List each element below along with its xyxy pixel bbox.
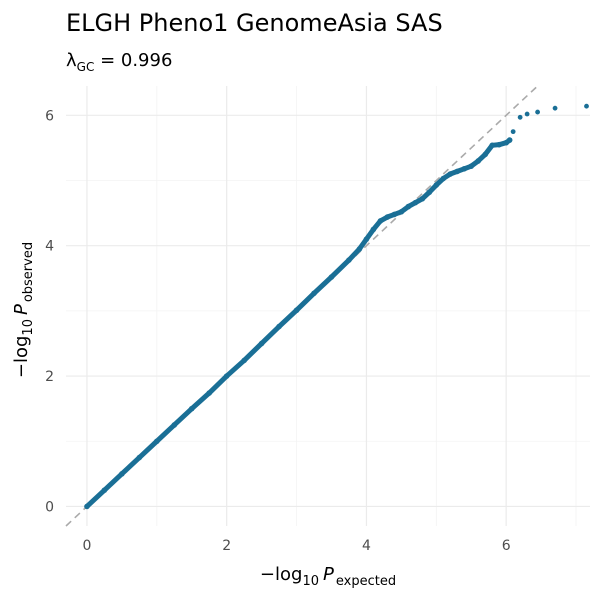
data-point [440,175,447,182]
data-point [426,189,433,196]
data-point [101,487,108,493]
data-point [496,141,502,148]
data-point [188,405,195,412]
data-point [154,438,160,445]
x-tick-label: 0 [82,538,91,554]
data-point [433,182,440,188]
data-point [363,236,370,242]
data-point [419,195,426,202]
y-tick-label: 2 [45,369,54,385]
data-point [584,103,589,109]
data-point [468,163,475,169]
data-point [482,151,489,158]
data-point [524,111,530,117]
grid-lines [66,86,590,526]
data-point [398,209,405,215]
data-point [223,373,230,379]
y-tick-label: 4 [45,239,54,255]
data-point [241,357,247,364]
data-point [517,114,523,120]
x-tick-label: 4 [362,538,371,554]
data-point [136,454,143,461]
data-points [84,103,589,510]
y-tick-label: 6 [45,108,54,124]
data-point [454,168,461,175]
data-point [535,109,540,115]
x-tick-label: 2 [222,538,231,554]
data-point [489,142,495,149]
data-point [206,390,213,396]
data-point [412,199,419,206]
y-axis-title: −log10Pobserved [11,242,36,378]
data-point [346,257,352,263]
data-point [328,274,335,280]
chart-title: ELGH Pheno1 GenomeAsia SAS [66,9,443,37]
data-point [276,323,282,330]
data-point [84,503,90,510]
data-point [552,105,558,111]
x-tick-label: 6 [502,538,511,554]
data-point [447,171,454,177]
data-point [377,218,384,224]
data-point [171,422,178,428]
data-point [510,129,516,135]
data-point [391,211,398,218]
y-tick-label: 0 [45,499,54,515]
data-point [405,203,412,210]
data-point [356,246,363,252]
chart-subtitle: λGC = 0.996 [66,50,172,74]
data-point [370,226,377,233]
tick-labels: 0 2 4 6 0 2 4 6 [45,108,511,554]
data-point [461,165,468,172]
data-point [506,137,513,143]
data-point [475,158,482,164]
dense-points-trace [84,137,513,509]
data-point [311,290,317,297]
data-point [258,340,265,347]
data-point [119,471,125,477]
data-point [384,214,391,220]
data-point [293,307,300,314]
